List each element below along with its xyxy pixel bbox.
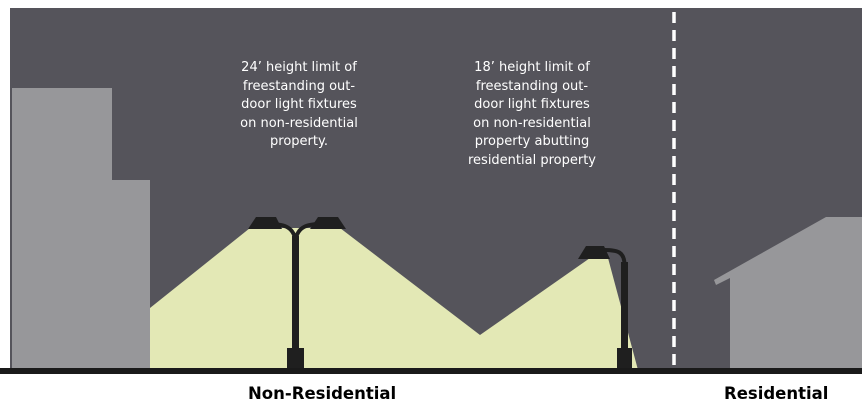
non-residential-zone-label: Non-Residential <box>248 384 397 403</box>
residential-zone-label: Residential <box>724 384 829 403</box>
ground-line <box>0 368 862 374</box>
commercial-building <box>12 88 150 370</box>
light-cone-24ft <box>150 228 638 370</box>
height-limit-18ft-label: 18’ height limit of freestanding out- do… <box>467 60 596 168</box>
light-fixture-18ft <box>578 246 632 370</box>
height-limit-24ft-label: 24’ height limit of freestanding out- do… <box>240 60 358 149</box>
light-fixture-24ft <box>248 217 346 370</box>
house-building <box>714 217 862 370</box>
